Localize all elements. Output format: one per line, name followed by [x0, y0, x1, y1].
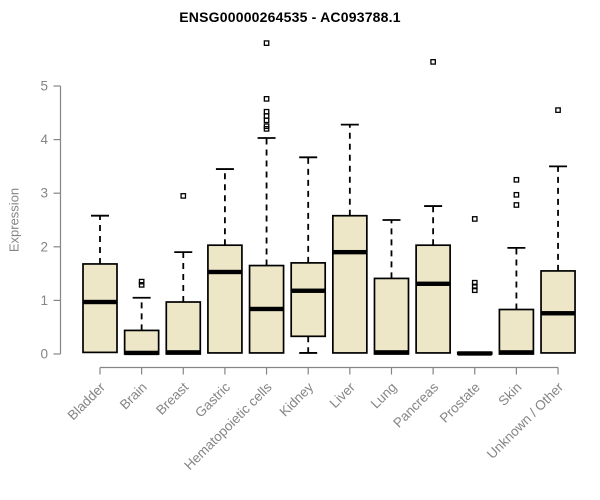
outlier-point — [471, 287, 478, 294]
outlier-point — [138, 282, 145, 288]
box-plot-pancreas — [415, 59, 451, 354]
iqr-box — [331, 214, 368, 354]
box-plot-hematopoietic-cells — [248, 40, 285, 354]
y-tick-label-3: 3 — [40, 186, 48, 201]
x-tick-label-liver: Liver — [327, 379, 359, 411]
outlier-point — [138, 278, 145, 285]
outlier-point — [513, 202, 520, 208]
outlier-point — [263, 117, 270, 124]
iqr-box — [165, 301, 202, 355]
y-tick-label-1: 1 — [40, 293, 48, 308]
box-plot-brain — [123, 278, 160, 356]
y-tick-label-5: 5 — [40, 79, 48, 94]
x-tick-label-brain: Brain — [117, 380, 150, 413]
box-plot-skin — [498, 176, 535, 355]
box-plot-prostate — [456, 216, 493, 356]
box-plot-gastric — [207, 168, 243, 354]
box-plot-liver — [331, 123, 368, 354]
outlier-point — [430, 59, 436, 65]
y-axis: 0 1 2 3 4 5 — [40, 79, 62, 362]
median-line — [166, 350, 201, 355]
outlier-point — [513, 176, 520, 183]
median-line — [249, 306, 284, 312]
x-tick-label-lung: Lung — [368, 380, 400, 412]
box-plot-breast — [165, 193, 202, 355]
outlier-point — [513, 191, 520, 198]
iqr-box — [82, 263, 118, 354]
chart-title: ENSG00000264535 - AC093788.1 — [179, 9, 401, 25]
median-line — [207, 269, 242, 275]
box-plot-bladder — [82, 214, 118, 354]
iqr-box — [373, 277, 410, 355]
box-plot-lung — [373, 219, 410, 355]
median-line — [332, 249, 367, 255]
x-tick-label-skin: Skin — [495, 380, 524, 409]
outlier-point — [263, 126, 270, 132]
median-line — [541, 311, 576, 316]
x-tick-label-bladder: Bladder — [65, 379, 109, 423]
iqr-box — [290, 262, 327, 338]
iqr-box — [415, 244, 451, 354]
outlier-point — [471, 216, 478, 222]
outlier-point — [263, 40, 270, 46]
median-line — [291, 288, 326, 293]
x-tick-label-prostate: Prostate — [437, 380, 483, 426]
box-plot-unknown-other — [540, 107, 576, 354]
median-line — [124, 350, 159, 356]
iqr-box — [123, 329, 160, 355]
iqr-box — [207, 244, 243, 354]
outlier-point — [263, 96, 270, 102]
outlier-point — [555, 107, 561, 113]
median-line — [457, 351, 492, 356]
x-tick-label-pancreas: Pancreas — [390, 379, 441, 430]
x-tick-label-kidney: Kidney — [277, 379, 317, 419]
median-line — [416, 281, 451, 286]
x-tick-label-breast: Breast — [153, 379, 191, 417]
median-line — [83, 299, 117, 305]
x-tick-label-gastric: Gastric — [192, 379, 233, 420]
box-plot-kidney — [290, 156, 327, 354]
median-line — [499, 350, 534, 355]
median-line — [374, 350, 409, 355]
x-tick-label-unknown-other: Unknown / Other — [484, 379, 567, 462]
y-tick-label-4: 4 — [40, 132, 48, 147]
iqr-box — [498, 308, 535, 355]
y-tick-label-2: 2 — [40, 239, 48, 254]
y-tick-label-0: 0 — [40, 347, 48, 362]
outlier-point — [180, 193, 187, 199]
